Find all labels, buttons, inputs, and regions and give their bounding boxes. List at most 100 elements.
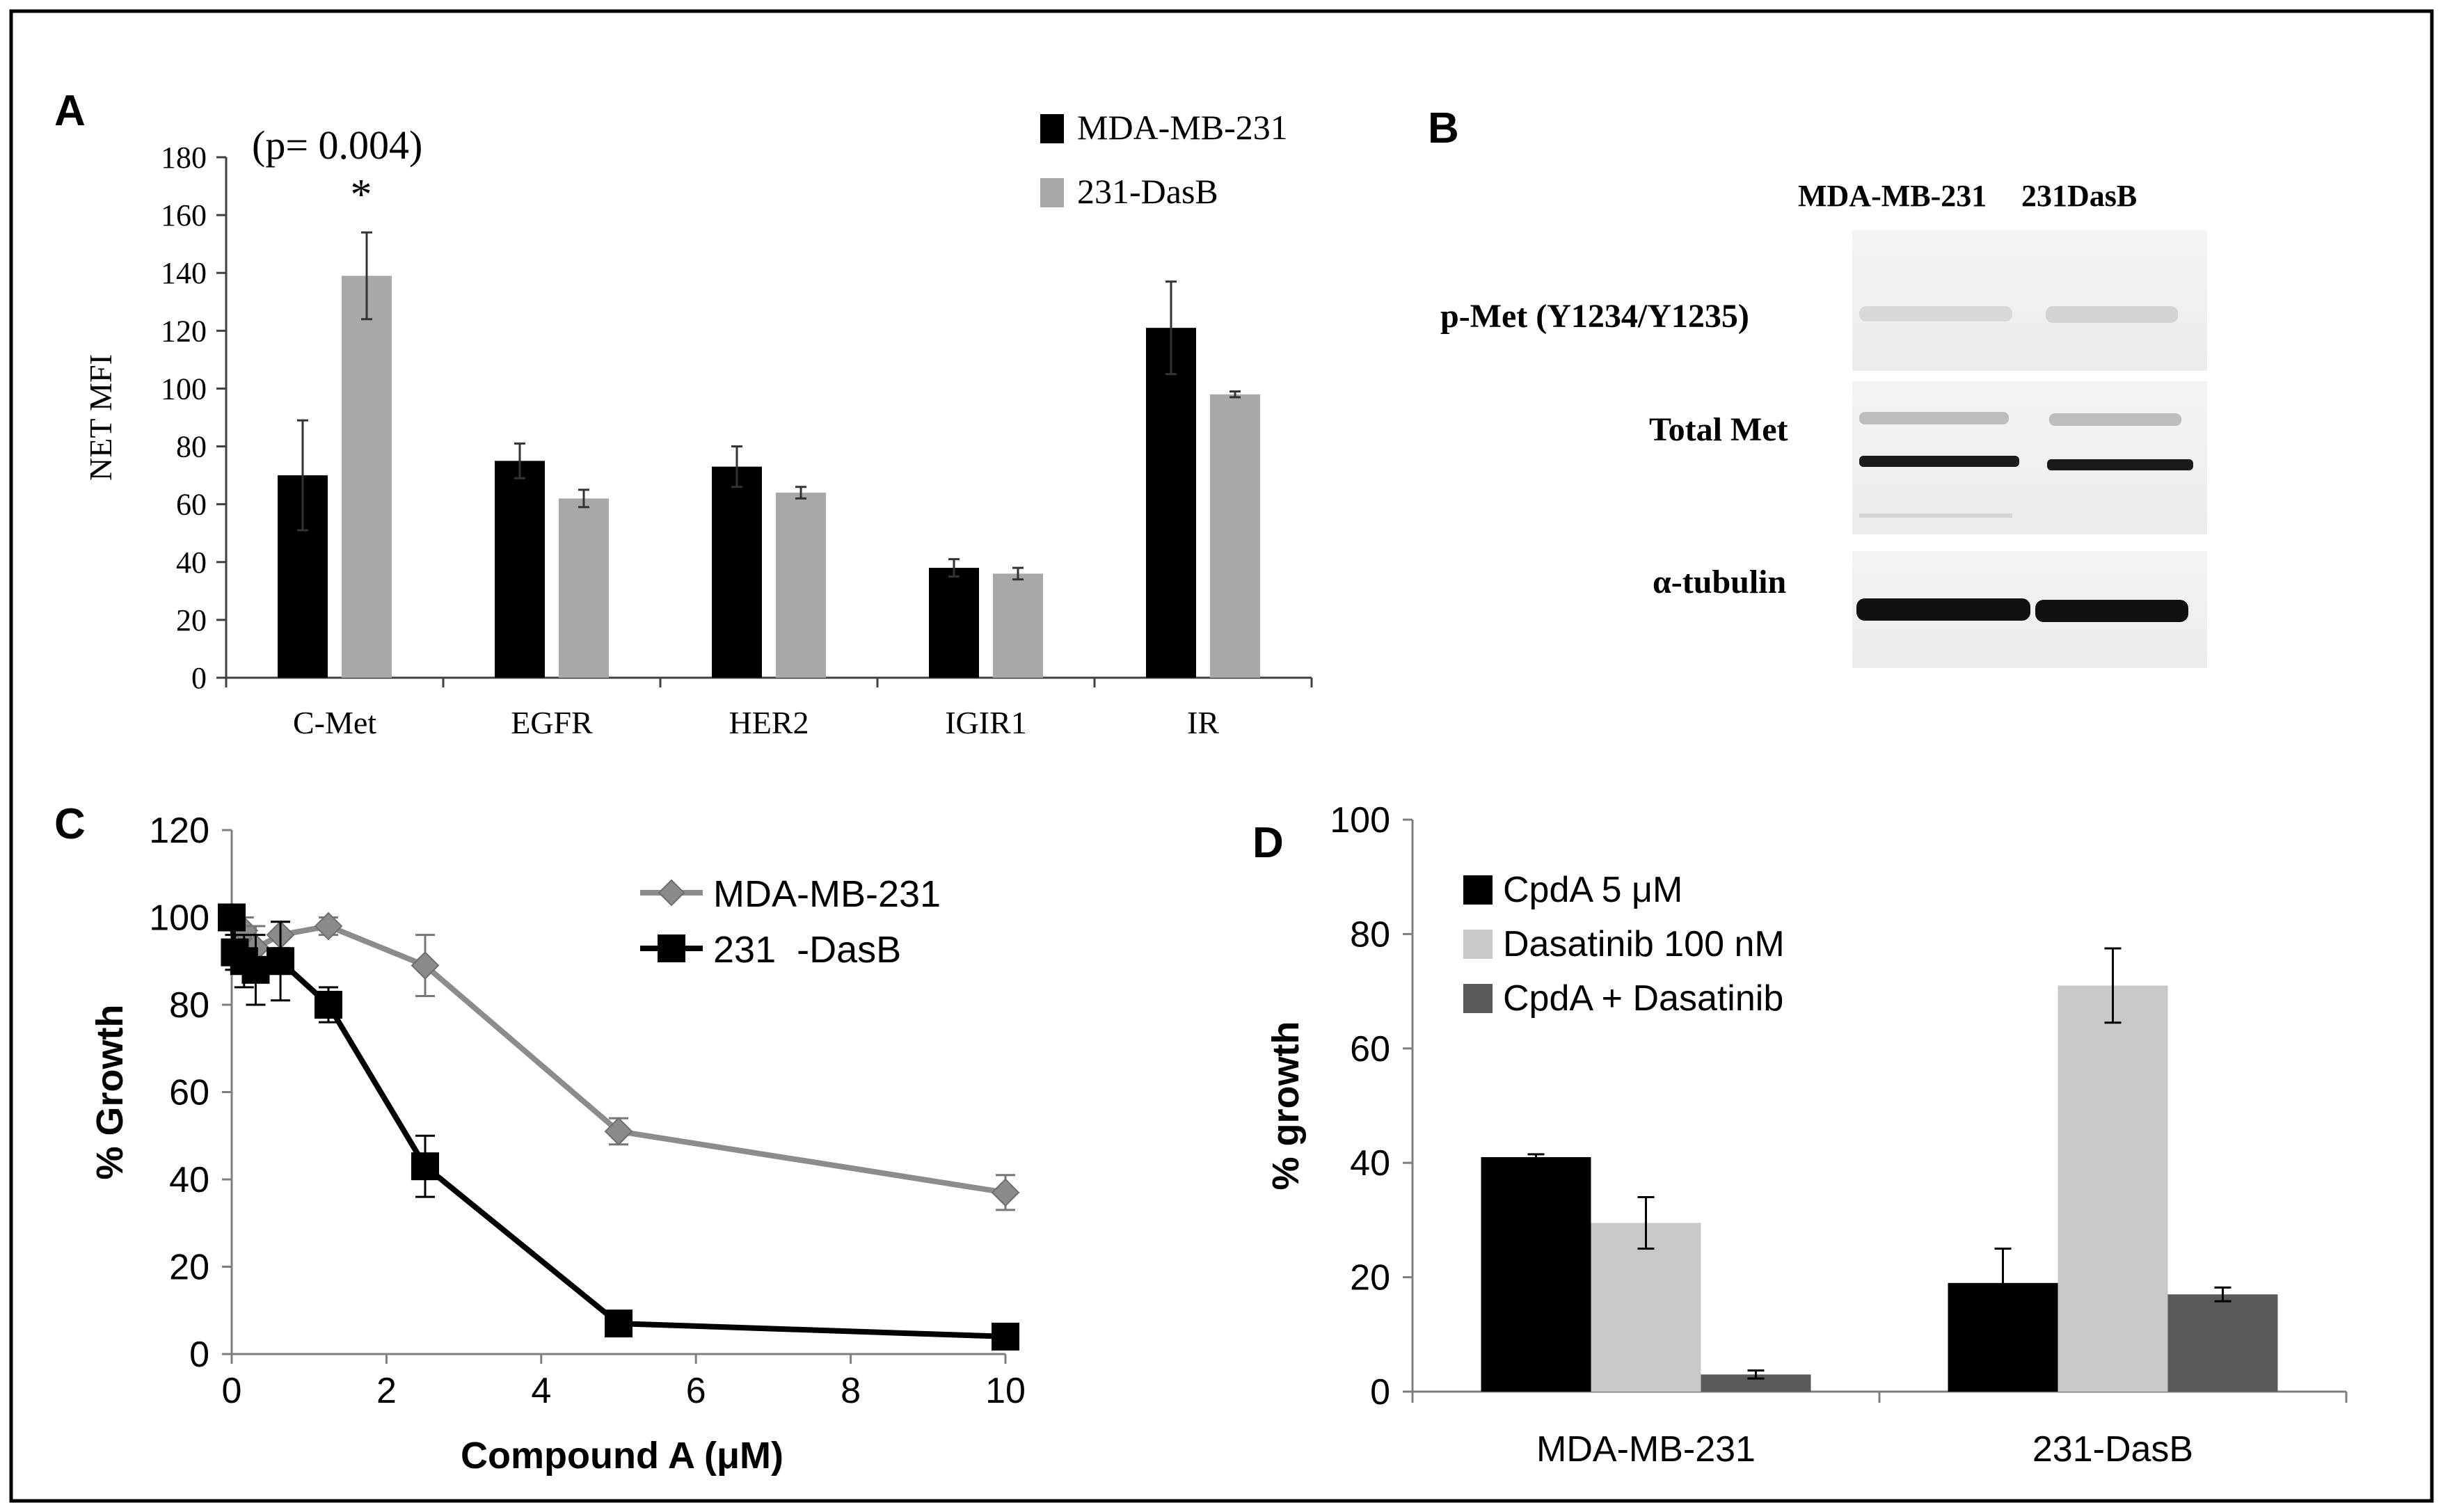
y-tick-label: 80: [1350, 914, 1390, 955]
y-tick-label: 120: [149, 811, 209, 851]
legend-label-dasatinib-100-nm: Dasatinib 100 nM: [1503, 924, 1785, 964]
bar-231-dasb-ir: [1210, 394, 1260, 678]
p-value-annotation: (p= 0.004): [252, 122, 422, 168]
marker-231-dasb-3: [241, 955, 270, 984]
y-tick-label: 0: [189, 1335, 209, 1375]
blot-band-total-met-upper-lane2: [2049, 413, 2181, 426]
blot-band-p-met-lane1: [1859, 306, 2012, 321]
x-category-label: C-Met: [293, 705, 376, 740]
marker-231-dasb-0: [218, 903, 246, 932]
y-axis-title: % growth: [1265, 1021, 1307, 1191]
blot-band-tubulin-lane1: [1856, 598, 2030, 621]
y-tick-label: 20: [169, 1248, 209, 1288]
x-tick-label: 10: [985, 1371, 1026, 1411]
panel-c-chart: 0 20 40 60 80 100 120 0 2 4 6 8 10 Compound A (μM) % G…: [89, 811, 1026, 1477]
blot-row-label-p-met: p-Met (Y1234/Y1235): [1440, 298, 1749, 335]
y-axis-title: % Growth: [89, 1005, 131, 1180]
legend-swatch-mda-mb-231: [1040, 114, 1064, 143]
legend-label-231-dasb: 231-DasB: [1077, 172, 1218, 211]
legend-label-mda-mb-231: MDA-MB-231: [1077, 108, 1288, 147]
marker-231-dasb-7: [605, 1310, 632, 1338]
x-axis-title: Compound A (μM): [461, 1435, 783, 1477]
y-tick-label: 100: [149, 898, 209, 939]
marker-231-dasb-8: [992, 1322, 1019, 1351]
y-tick-label: 0: [1370, 1372, 1390, 1412]
y-tick-label: 20: [1350, 1258, 1390, 1298]
legend-marker-mda-mb-231: [658, 879, 685, 907]
panel-letter-b: B: [1428, 104, 1459, 152]
panel-d-chart: 0 20 40 60 80 100 MDA-MB-231 231-DasB % growth Cp…: [1265, 800, 2348, 1470]
y-tick-label: 60: [1350, 1029, 1390, 1069]
bar-mda-mb-231-egfr: [495, 461, 545, 678]
x-category-label: EGFR: [511, 705, 593, 740]
bar-cpda-dasatinib-231-dasb: [2167, 1294, 2278, 1392]
y-tick-label: 40: [176, 546, 207, 580]
blot-column-label-231dasb: 231DasB: [2021, 179, 2137, 213]
legend-swatch-231-dasb: [1040, 178, 1064, 207]
blot-faint-band-lane1: [1859, 514, 2012, 518]
legend-label-mda-mb-231: MDA-MB-231: [713, 873, 941, 915]
significance-star: *: [351, 171, 372, 218]
y-tick-label: 80: [169, 985, 209, 1026]
y-tick-label: 140: [161, 256, 207, 290]
blot-band-p-met-lane2: [2046, 306, 2178, 323]
x-tick-label: 6: [686, 1371, 706, 1411]
blot-row-label-total-met: Total Met: [1649, 411, 1788, 448]
marker-mda-mb-231-5: [411, 951, 440, 980]
legend-marker-231-dasb: [658, 934, 685, 962]
panel-b-western-blot: MDA-MB-231 231DasB p-Met (Y1234/Y1235) T…: [1440, 179, 2207, 668]
y-tick-label: 120: [161, 314, 207, 348]
blot-band-total-met-lower-lane2: [2047, 459, 2193, 470]
marker-231-dasb-5: [315, 991, 342, 1019]
legend-label-cpda-dasatinib: CpdA + Dasatinib: [1503, 978, 1783, 1019]
bar-231-dasb-c-met: [342, 276, 392, 678]
y-tick-label: 100: [1330, 800, 1390, 841]
x-tick-label: 4: [531, 1371, 551, 1411]
y-axis-title: NET MFI: [83, 354, 118, 481]
y-tick-label: 0: [191, 661, 207, 695]
x-tick-label: 0: [222, 1371, 242, 1411]
y-tick-label: 60: [176, 488, 207, 522]
bar-cpda-5-m-mda-mb-231: [1481, 1156, 1591, 1392]
y-tick-label: 80: [176, 430, 207, 464]
legend-label-cpda-5-m: CpdA 5 μM: [1503, 870, 1682, 910]
panel-letter-c: C: [54, 800, 86, 848]
blot-band-tubulin-lane2: [2035, 600, 2188, 622]
marker-231-dasb-4: [266, 947, 295, 976]
x-category-label: MDA-MB-231: [1536, 1429, 1756, 1470]
panel-letter-d: D: [1252, 819, 1284, 867]
bar-mda-mb-231-igir1: [929, 568, 979, 678]
blot-membrane-p-met: [1852, 230, 2207, 371]
panel-letter-a: A: [54, 87, 86, 135]
legend-swatch-dasatinib-100-nm: [1463, 930, 1493, 959]
y-tick-label: 40: [169, 1160, 209, 1200]
marker-mda-mb-231-7: [991, 1178, 1020, 1207]
bar-231-dasb-egfr: [559, 498, 609, 678]
x-category-label: 231-DasB: [2032, 1429, 2193, 1470]
blot-band-total-met-upper-lane1: [1859, 412, 2009, 424]
legend-swatch-cpda-5-m: [1463, 875, 1493, 905]
x-category-label: IGIR1: [945, 705, 1027, 740]
blot-column-label-mda-mb-231: MDA-MB-231: [1798, 179, 1987, 213]
marker-231-dasb-6: [411, 1152, 439, 1181]
marker-mda-mb-231-4: [314, 912, 343, 941]
x-category-label: IR: [1187, 705, 1219, 740]
blot-band-total-met-lower-lane1: [1859, 456, 2019, 467]
x-category-label: HER2: [729, 705, 809, 740]
x-tick-label: 2: [376, 1371, 397, 1411]
bar-mda-mb-231-her2: [712, 466, 762, 678]
marker-mda-mb-231-6: [604, 1117, 633, 1146]
y-tick-label: 160: [161, 198, 207, 232]
bar-231-dasb-her2: [776, 493, 826, 678]
y-tick-label: 60: [169, 1073, 209, 1113]
y-tick-label: 100: [161, 372, 207, 406]
y-tick-label: 180: [161, 141, 207, 175]
x-tick-label: 8: [841, 1371, 861, 1411]
bar-231-dasb-igir1: [993, 573, 1043, 678]
legend-label-231-dasb: 231 -DasB: [713, 929, 901, 971]
legend-swatch-cpda-dasatinib: [1463, 984, 1493, 1013]
y-tick-label: 20: [176, 603, 207, 637]
bar-mda-mb-231-ir: [1146, 328, 1196, 678]
y-tick-label: 40: [1350, 1143, 1390, 1184]
blot-row-label-tubulin: α-tubulin: [1653, 564, 1786, 600]
